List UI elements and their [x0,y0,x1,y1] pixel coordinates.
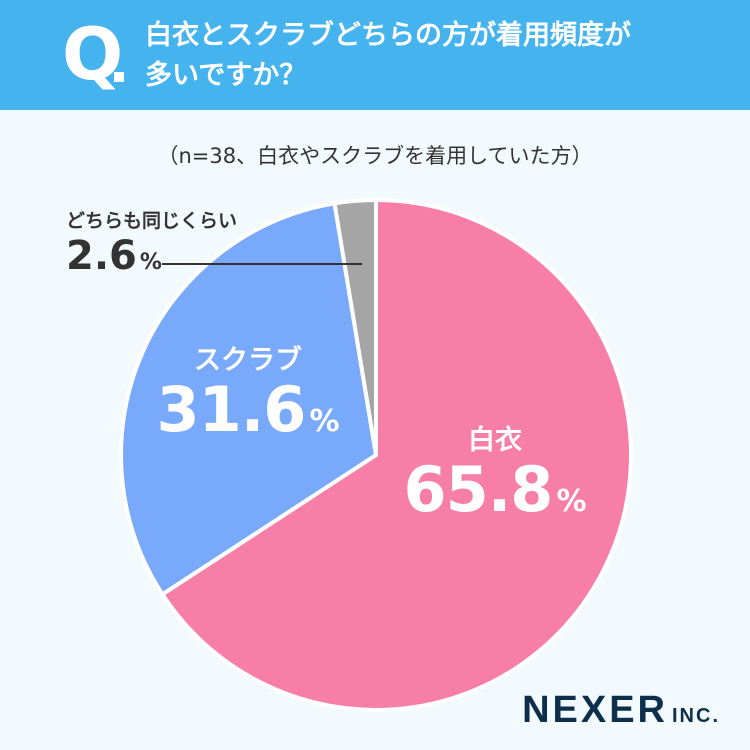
slice-scrubs [119,201,378,597]
question-mark: Q [62,12,124,96]
slice-value-scrubs: 31.6 [156,373,306,446]
slice-white-coat [160,198,633,712]
question-line-2: 多いですか？ [145,60,307,91]
slice-category-scrubs: スクラブ [194,345,302,376]
slice-unit-both: % [139,250,162,275]
slice-category-both: どちらも同じくらい [66,210,238,232]
question-mark-dot [114,72,124,82]
chart-subtitle: （n=38、白衣やスクラブを着用していた方） [157,144,593,168]
question-text: 白衣とスクラブどちらの方が着用頻度が 多いですか？ [145,16,735,96]
slice-value-white-coat: 65.8 [403,453,553,526]
nexer-logo: NEXER INC. [522,689,720,732]
slice-unit-scrubs: % [309,404,340,439]
logo-main-text: NEXER [522,689,668,731]
slice-value-both: 2.6 [66,233,137,279]
slice-label-scrubs: スクラブ 31.6% [148,338,348,443]
logo-sub-text: INC. [672,705,720,727]
slice-category-white-coat: 白衣 [468,425,522,456]
question-line-1: 白衣とスクラブどちらの方が着用頻度が [145,20,631,51]
slice-label-white-coat: 白衣 65.8% [395,418,595,523]
question-header: Q 白衣とスクラブどちらの方が着用頻度が 多いですか？ [0,0,750,110]
slice-unit-white-coat: % [556,484,587,519]
slice-label-both: どちらも同じくらい 2.6% [66,206,237,279]
